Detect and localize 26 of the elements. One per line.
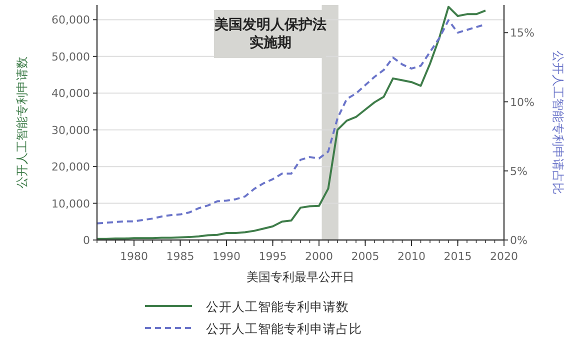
y2-tick-label: 0% xyxy=(510,234,528,247)
x-tick-label: 1995 xyxy=(258,250,287,263)
x-tick-label: 1980 xyxy=(120,250,148,263)
y-tick-label: 20,000 xyxy=(52,160,90,174)
y-tick-label: 0 xyxy=(83,234,90,247)
x-tick-label: 1985 xyxy=(166,250,194,263)
x-tick-label: 2010 xyxy=(398,250,426,263)
y2-tick-label: 15% xyxy=(510,26,534,40)
band-label: 美国发明人保护法实施期 xyxy=(214,10,326,58)
y-tick-label: 30,000 xyxy=(52,124,90,137)
y2-tick-label: 10% xyxy=(510,96,534,109)
x-tick-label: 2000 xyxy=(305,250,333,263)
x-tick-label: 2015 xyxy=(444,250,472,263)
y2-axis-title: 公开人工智能专利申请占比 xyxy=(551,50,565,194)
legend-label: 公开人工智能专利申请占比 xyxy=(206,321,362,336)
y-tick-label: 50,000 xyxy=(52,50,90,64)
y-tick-label: 60,000 xyxy=(52,14,90,27)
x-tick-label: 1990 xyxy=(212,250,240,263)
x-axis-title: 美国专利最早公开日 xyxy=(246,270,354,284)
y-tick-label: 10,000 xyxy=(52,197,90,210)
legend-label: 公开人工智能专利申请数 xyxy=(206,299,349,314)
x-tick-label: 2005 xyxy=(351,250,380,263)
y2-tick-label: 5% xyxy=(510,164,528,178)
x-tick-label: 2020 xyxy=(490,250,518,263)
y-tick-label: 40,000 xyxy=(52,87,90,100)
y-axis-title: 公开人工智能专利申请数 xyxy=(15,56,29,188)
